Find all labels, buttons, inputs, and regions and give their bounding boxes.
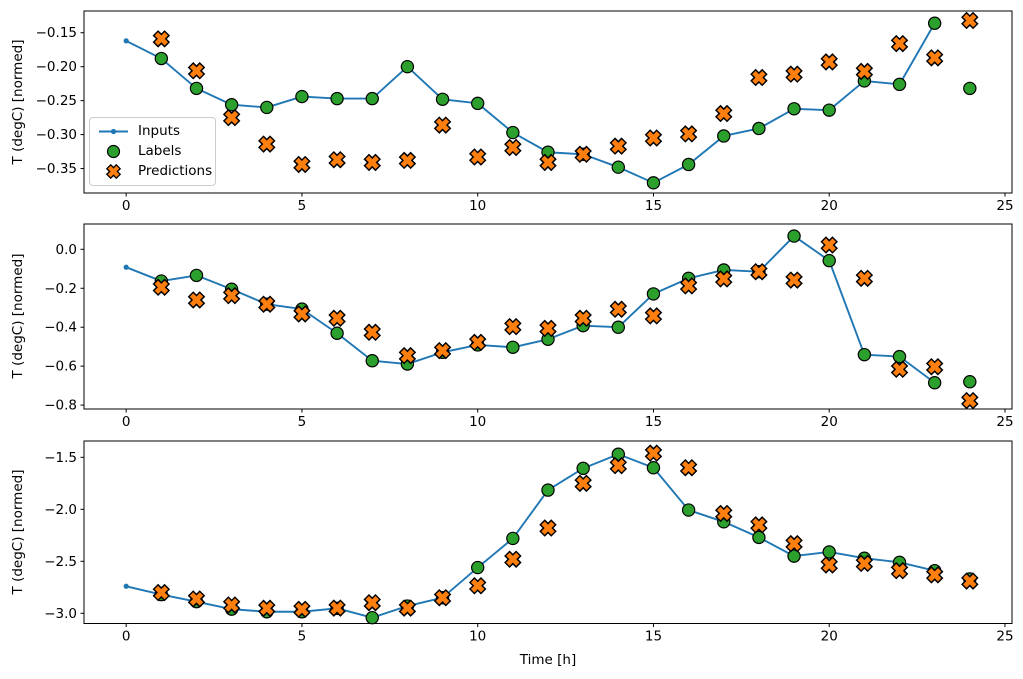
svg-text:−0.15: −0.15 bbox=[36, 25, 77, 41]
svg-text:15: 15 bbox=[645, 414, 662, 430]
svg-text:−2.5: −2.5 bbox=[44, 554, 77, 570]
labels-circle-icon bbox=[97, 144, 130, 159]
predictions-x-icon bbox=[97, 164, 130, 179]
svg-text:−0.20: −0.20 bbox=[36, 59, 77, 75]
svg-text:0: 0 bbox=[122, 414, 131, 430]
inputs-line-icon bbox=[97, 124, 130, 139]
svg-text:5: 5 bbox=[298, 198, 307, 214]
svg-text:10: 10 bbox=[469, 198, 486, 214]
svg-text:0.0: 0.0 bbox=[56, 242, 77, 258]
svg-text:−0.30: −0.30 bbox=[36, 127, 77, 143]
legend-item-inputs: Inputs bbox=[97, 123, 206, 140]
legend-item-labels: Labels bbox=[97, 143, 206, 160]
svg-text:0: 0 bbox=[122, 629, 131, 645]
svg-text:25: 25 bbox=[996, 629, 1013, 645]
legend: Inputs Labels Predictions bbox=[89, 117, 216, 186]
svg-text:15: 15 bbox=[645, 198, 662, 214]
legend-label-labels: Labels bbox=[138, 143, 182, 159]
svg-text:5: 5 bbox=[298, 414, 307, 430]
legend-label-predictions: Predictions bbox=[138, 163, 213, 179]
svg-text:−0.8: −0.8 bbox=[44, 398, 77, 414]
svg-text:20: 20 bbox=[821, 629, 838, 645]
svg-text:25: 25 bbox=[996, 198, 1013, 214]
y-axis-label-subplot-2: T (degC) [normed] bbox=[10, 253, 26, 379]
svg-text:5: 5 bbox=[298, 629, 307, 645]
svg-text:−0.4: −0.4 bbox=[44, 320, 77, 336]
svg-text:10: 10 bbox=[469, 414, 486, 430]
svg-text:10: 10 bbox=[469, 629, 486, 645]
svg-text:0: 0 bbox=[122, 198, 131, 214]
svg-text:−0.2: −0.2 bbox=[44, 281, 77, 297]
svg-text:15: 15 bbox=[645, 629, 662, 645]
legend-label-inputs: Inputs bbox=[138, 123, 180, 139]
legend-item-predictions: Predictions bbox=[97, 163, 212, 180]
svg-text:20: 20 bbox=[821, 414, 838, 430]
svg-text:20: 20 bbox=[821, 198, 838, 214]
y-axis-label-subplot-3: T (degC) [normed] bbox=[10, 469, 26, 595]
svg-text:−0.25: −0.25 bbox=[36, 93, 77, 109]
svg-text:25: 25 bbox=[996, 414, 1013, 430]
svg-text:−1.5: −1.5 bbox=[44, 450, 77, 466]
x-axis-label: Time [h] bbox=[519, 652, 577, 668]
svg-text:−0.6: −0.6 bbox=[44, 359, 77, 375]
svg-text:−0.35: −0.35 bbox=[36, 161, 77, 177]
y-axis-label-subplot-1: T (degC) [normed] bbox=[10, 39, 26, 165]
svg-text:−2.0: −2.0 bbox=[44, 502, 77, 518]
svg-text:−3.0: −3.0 bbox=[44, 606, 77, 622]
